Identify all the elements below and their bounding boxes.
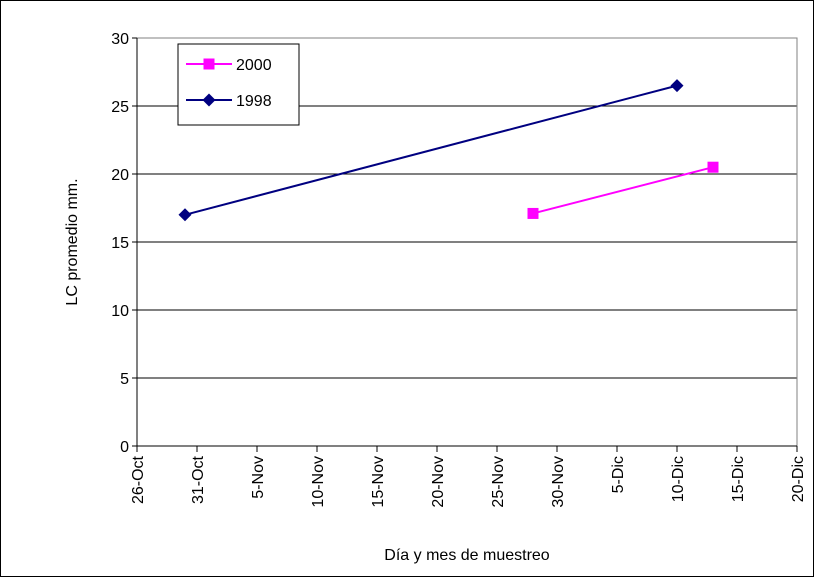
y-tick-label: 20 [111,167,129,184]
x-tick-label: 20-Dic [790,456,807,502]
y-tick-label: 5 [120,371,129,388]
legend-marker-2000 [203,58,215,70]
legend-label-2000: 2000 [236,57,272,74]
series-layer [178,79,719,222]
y-tick-label: 15 [111,235,129,252]
series-1998 [178,79,684,222]
legend-label-1998: 1998 [236,93,272,110]
y-tick-label: 30 [111,31,129,48]
data-point-2000-0 [527,207,539,219]
y-tick-label: 25 [111,99,129,116]
x-tick-label: 10-Nov [310,456,327,508]
x-tick-label: 25-Nov [490,456,507,508]
data-point-1998-0 [178,208,192,222]
x-axis-title: Día y mes de muestreo [384,547,550,564]
x-tick-label: 15-Nov [370,456,387,508]
x-tick-label: 15-Dic [730,456,747,502]
x-tick-label: 5-Nov [250,456,267,499]
x-tick-label: 26-Oct [130,455,147,504]
legend-entry-2000: 2000 [186,57,272,74]
y-tick-label: 0 [120,439,129,456]
legend-marker-1998 [202,93,216,107]
x-axis: 26-Oct 31-Oct 5-Nov 10-Nov 15-Nov 20-Nov 25-No… [130,445,807,508]
x-tick-label: 5-Dic [610,456,627,493]
data-point-1998-1 [670,79,684,93]
y-tick-label: 10 [111,303,129,320]
legend: 2000 1998 [177,43,300,126]
x-tick-label: 31-Oct [190,455,207,504]
y-axis: 0 5 10 15 20 25 30 [111,31,138,456]
legend-box [177,43,300,126]
x-tick-label: 20-Nov [430,456,447,508]
x-tick-label: 10-Dic [670,456,687,502]
series-line-1998 [184,84,678,216]
series-2000 [527,161,719,219]
x-tick-label: 30-Nov [550,456,567,508]
legend-entry-1998: 1998 [186,93,272,110]
data-point-2000-1 [707,161,719,173]
y-axis-title: LC promedio mm. [64,178,81,305]
series-line-2000 [532,166,714,215]
